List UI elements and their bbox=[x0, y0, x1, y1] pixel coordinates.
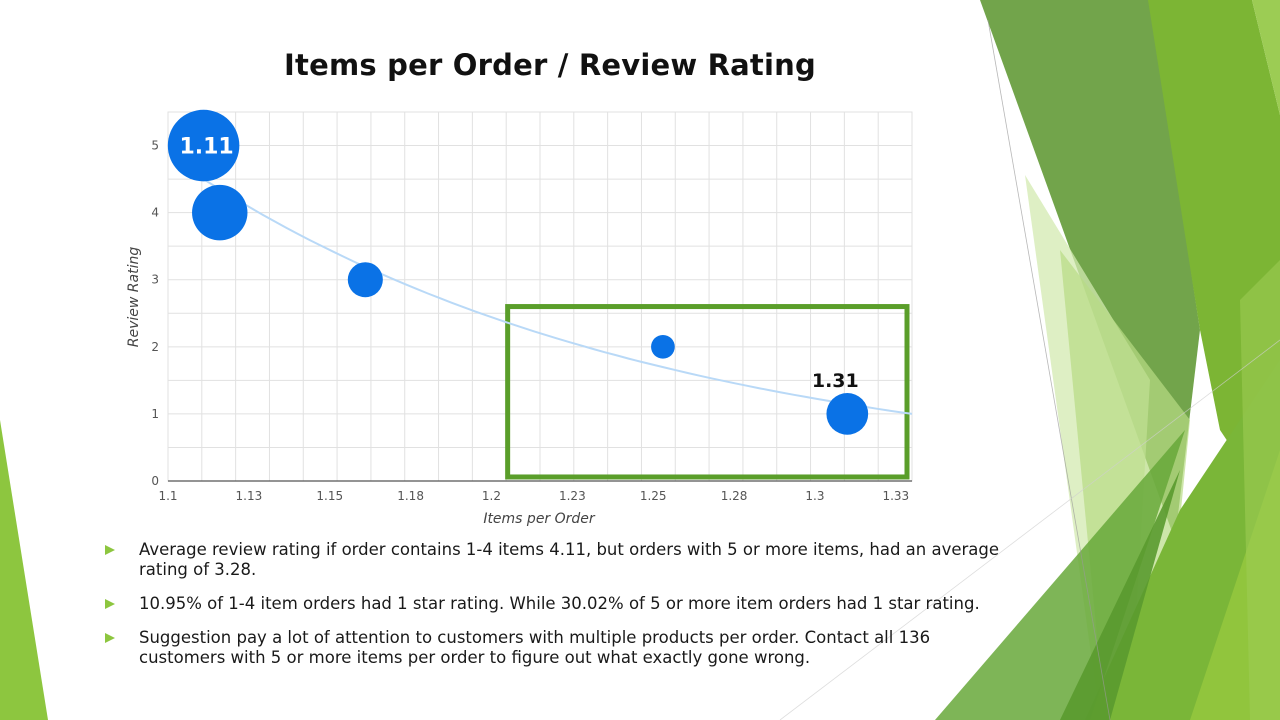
y-tick-label: 1 bbox=[151, 407, 159, 421]
bullet-list: Average review rating if order contains … bbox=[104, 540, 1009, 682]
trendline-group bbox=[203, 178, 913, 415]
bullet-arrow-icon bbox=[105, 633, 115, 643]
bullet-item: Suggestion pay a lot of attention to cus… bbox=[104, 628, 1009, 668]
green-facet-shape bbox=[935, 430, 1185, 720]
bullet-arrow-icon bbox=[105, 599, 115, 609]
y-tick-label: 4 bbox=[151, 206, 159, 220]
data-point-bubble bbox=[167, 109, 240, 182]
green-facet-shape bbox=[0, 420, 48, 720]
green-facet-shape bbox=[1060, 470, 1180, 720]
data-points: 1.11 1.31 bbox=[167, 109, 869, 435]
x-tick-label: 1.18 bbox=[397, 489, 424, 503]
green-facet-shape bbox=[1252, 0, 1280, 115]
x-tick-label: 1.1 bbox=[158, 489, 177, 503]
x-tick-label: 1.13 bbox=[236, 489, 263, 503]
y-tick-label: 2 bbox=[151, 340, 159, 354]
bullet-item: 10.95% of 1-4 item orders had 1 star rat… bbox=[104, 594, 1009, 614]
highlight-box bbox=[505, 304, 910, 480]
y-axis-ticks: 0 1 2 3 4 5 bbox=[151, 139, 159, 488]
thin-decor-line bbox=[779, 339, 1280, 720]
data-point-bubble bbox=[192, 184, 248, 241]
x-tick-label: 1.33 bbox=[882, 489, 909, 503]
trendline bbox=[203, 178, 913, 415]
x-tick-label: 1.3 bbox=[805, 489, 824, 503]
data-point-bubble bbox=[826, 393, 869, 435]
chart-grid bbox=[167, 111, 913, 482]
data-label: 1.31 bbox=[812, 370, 859, 392]
data-point-bubble bbox=[347, 262, 383, 298]
x-tick-label: 1.2 bbox=[482, 489, 501, 503]
thin-decor-line bbox=[987, 19, 1111, 720]
x-tick-label: 1.15 bbox=[316, 489, 343, 503]
green-facet-shape bbox=[1240, 260, 1280, 720]
bullet-arrow-icon bbox=[105, 545, 115, 555]
y-tick-label: 3 bbox=[151, 273, 159, 287]
x-axis-title: Items per Order bbox=[483, 511, 596, 527]
y-tick-label: 5 bbox=[151, 139, 159, 153]
data-label: 1.11 bbox=[179, 135, 233, 160]
bullet-text: 10.95% of 1-4 item orders had 1 star rat… bbox=[139, 594, 980, 613]
x-tick-label: 1.25 bbox=[640, 489, 667, 503]
data-point-bubble bbox=[651, 334, 675, 359]
bullet-item: Average review rating if order contains … bbox=[104, 540, 1009, 580]
bullet-text: Suggestion pay a lot of attention to cus… bbox=[139, 628, 931, 667]
y-tick-label: 0 bbox=[151, 474, 159, 488]
highlight-box-group bbox=[505, 304, 910, 480]
slide-title: Items per Order / Review Rating bbox=[284, 48, 816, 82]
x-tick-label: 1.23 bbox=[559, 489, 586, 503]
x-axis-ticks: 1.1 1.13 1.15 1.18 1.2 1.23 1.25 1.28 1.3 1.33 bbox=[158, 489, 909, 503]
bullet-text: Average review rating if order contains … bbox=[139, 540, 1000, 579]
y-axis-title: Review Rating bbox=[126, 247, 142, 348]
x-tick-label: 1.28 bbox=[721, 489, 748, 503]
